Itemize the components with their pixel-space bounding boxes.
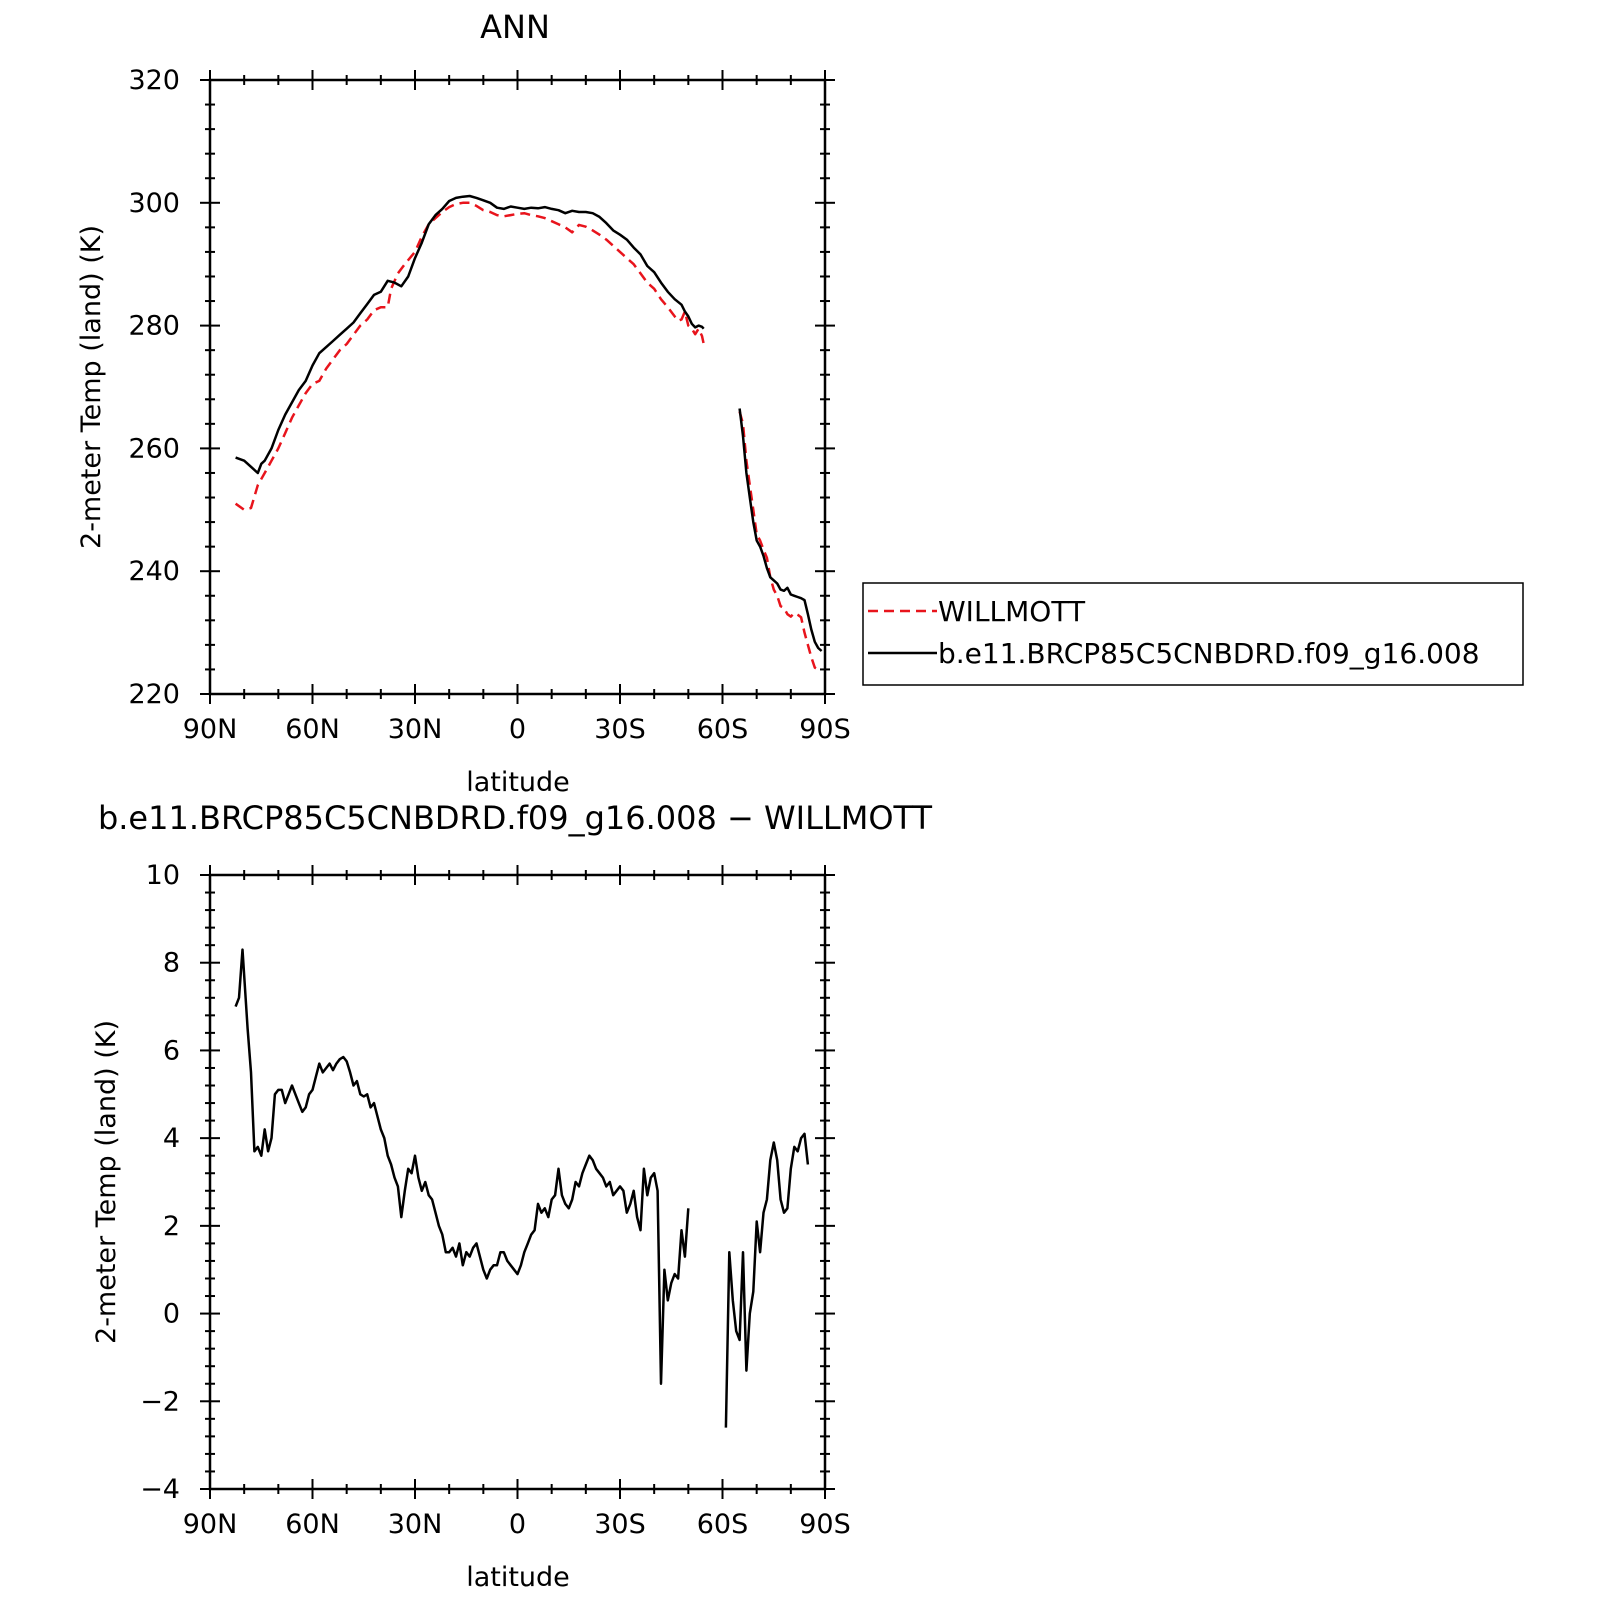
- legend-box: [862, 582, 1524, 686]
- x-tick-label: 30N: [388, 714, 443, 745]
- y-tick-label: 6: [163, 1035, 180, 1066]
- tick-marks: [200, 70, 835, 704]
- x-tick-label: 0: [509, 1509, 526, 1540]
- x-tick-label: 0: [509, 714, 526, 745]
- x-axis-label: latitude: [466, 1562, 570, 1593]
- y-axis-label: 2-meter Temp (land) (K): [91, 1020, 122, 1344]
- y-axis-label: 2-meter Temp (land) (K): [76, 225, 107, 549]
- x-axis-label: latitude: [466, 767, 570, 798]
- series-line-0-segment-1: [724, 1132, 810, 1428]
- y-tick-label: −4: [140, 1474, 180, 1505]
- legend-label-model: b.e11.BRCP85C5CNBDRD.f09_g16.008: [938, 637, 1480, 670]
- legend-label-willmott: WILLMOTT: [938, 595, 1086, 628]
- y-tick-label: 2: [163, 1211, 180, 1242]
- y-tick-label: 240: [128, 556, 180, 587]
- x-tick-label: 90N: [183, 714, 238, 745]
- x-tick-label: 60N: [285, 714, 340, 745]
- x-tick-labels: 90N 60N 30N 0 30S 60S 90S: [183, 714, 851, 745]
- x-tick-label: 30N: [388, 1509, 443, 1540]
- y-tick-label: 220: [128, 679, 180, 710]
- y-tick-label: 10: [146, 860, 180, 891]
- x-tick-label: 60S: [697, 1509, 749, 1540]
- x-tick-label: 60S: [697, 714, 749, 745]
- y-tick-label: 300: [128, 188, 180, 219]
- y-tick-label: 4: [163, 1123, 180, 1154]
- y-tick-labels: 220 240 260 280 300 320: [128, 65, 180, 710]
- x-tick-label: 60N: [285, 1509, 340, 1540]
- legend: WILLMOTT b.e11.BRCP85C5CNBDRD.f09_g16.00…: [862, 582, 1524, 686]
- x-tick-label: 90S: [799, 1509, 851, 1540]
- plot-frame: [208, 873, 827, 1491]
- series-group: [234, 194, 823, 671]
- series-line-0-segment-0: [234, 948, 690, 1385]
- series-line-0-segment-1: [738, 411, 819, 671]
- x-tick-label: 90S: [799, 714, 851, 745]
- x-tick-label: 90N: [183, 1509, 238, 1540]
- y-tick-label: 0: [163, 1299, 180, 1330]
- y-tick-label: 320: [128, 65, 180, 96]
- x-tick-labels: 90N 60N 30N 0 30S 60S 90S: [183, 1509, 851, 1540]
- y-tick-label: 260: [128, 433, 180, 464]
- tick-marks: [200, 865, 835, 1499]
- y-tick-labels: −4 −2 0 2 4 6 8 10: [140, 860, 180, 1505]
- y-tick-label: −2: [140, 1386, 180, 1417]
- difference-panel: b.e11.BRCP85C5CNBDRD.f09_g16.008 − WILLM…: [91, 799, 933, 1593]
- series-line-1-segment-0: [235, 194, 705, 475]
- y-tick-label: 8: [163, 948, 180, 979]
- chart-title: b.e11.BRCP85C5CNBDRD.f09_g16.008 − WILLM…: [98, 799, 933, 837]
- x-tick-label: 30S: [594, 714, 646, 745]
- series-group: [234, 948, 810, 1428]
- series-line-0-segment-0: [234, 201, 705, 512]
- y-tick-label: 280: [128, 311, 180, 342]
- x-tick-label: 30S: [594, 1509, 646, 1540]
- series-line-1-segment-1: [738, 408, 823, 652]
- chart-title: ANN: [480, 8, 550, 46]
